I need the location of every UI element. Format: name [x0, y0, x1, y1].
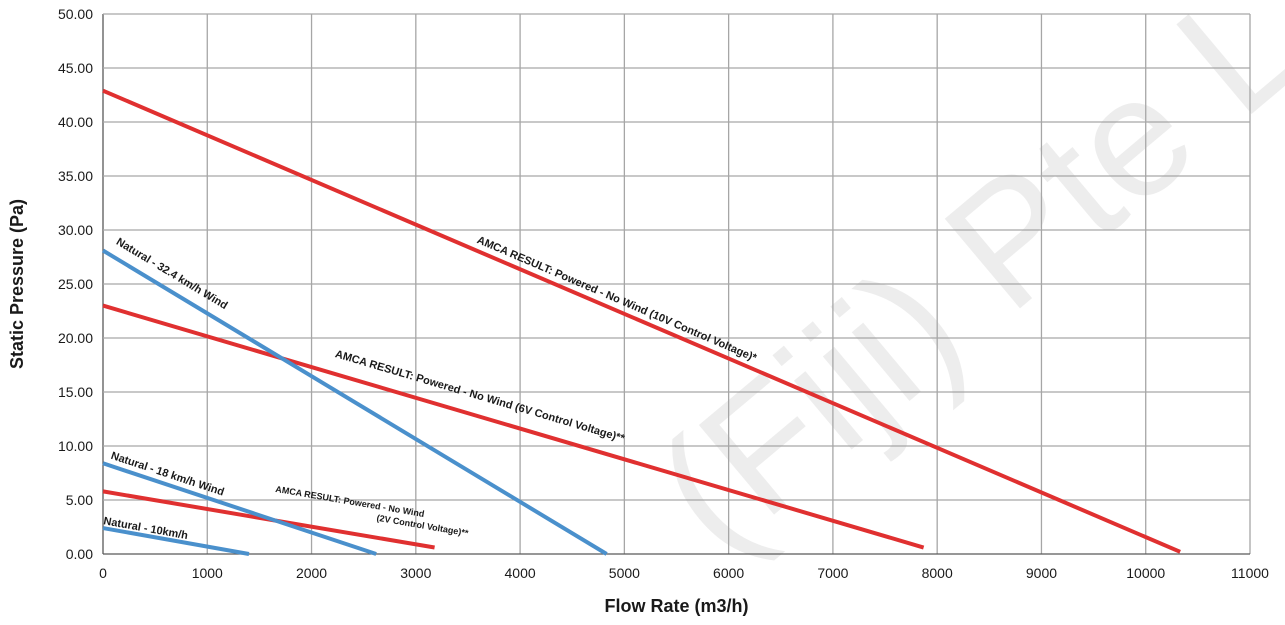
y-tick-label: 45.00: [58, 60, 93, 76]
x-tick-label: 4000: [505, 565, 536, 581]
x-tick-label: 1000: [192, 565, 223, 581]
x-tick-label: 0: [99, 565, 107, 581]
y-tick-label: 50.00: [58, 6, 93, 22]
y-axis-title: Static Pressure (Pa): [7, 199, 27, 369]
series-layer: [101, 88, 1181, 556]
x-tick-label: 6000: [713, 565, 744, 581]
y-tick-label: 0.00: [66, 546, 93, 562]
y-tick-label: 40.00: [58, 114, 93, 130]
series-line: [102, 526, 250, 556]
series-line: [101, 248, 608, 556]
x-axis-title: Flow Rate (m3/h): [604, 596, 748, 616]
x-tick-label: 11000: [1231, 565, 1269, 581]
x-tick-label: 7000: [817, 565, 848, 581]
y-tick-label: 30.00: [58, 222, 93, 238]
series-label: AMCA RESULT: Powered - No Wind: [275, 484, 425, 519]
y-tick-label: 5.00: [66, 492, 93, 508]
series-label: AMCA RESULT: Powered - No Wind (6V Contr…: [334, 348, 627, 445]
tick-label-layer: 0 1000 2000 3000 4000 5000 6000 7000 8000 9000 100…: [58, 6, 1269, 581]
y-tick-label: 10.00: [58, 438, 93, 454]
series-label: AMCA RESULT: Powered - No Wind (10V Cont…: [475, 234, 759, 364]
series-label: Natural - 10km/h: [102, 515, 189, 542]
x-tick-label: 5000: [609, 565, 640, 581]
y-tick-label: 20.00: [58, 330, 93, 346]
y-tick-label: 35.00: [58, 168, 93, 184]
x-tick-label: 3000: [400, 565, 431, 581]
series-line: [102, 303, 925, 550]
x-tick-label: 10000: [1126, 565, 1165, 581]
x-tick-label: 2000: [296, 565, 327, 581]
series-line: [102, 461, 377, 556]
y-tick-label: 25.00: [58, 276, 93, 292]
series-label: Natural - 18 km/h Wind: [109, 450, 225, 499]
series-label: Natural - 32.4 km/h Wind: [114, 236, 230, 312]
y-tick-label: 15.00: [58, 384, 93, 400]
x-tick-label: 9000: [1026, 565, 1057, 581]
series-line: [102, 88, 1181, 554]
grid-layer: [102, 13, 1251, 555]
x-tick-label: 8000: [922, 565, 953, 581]
